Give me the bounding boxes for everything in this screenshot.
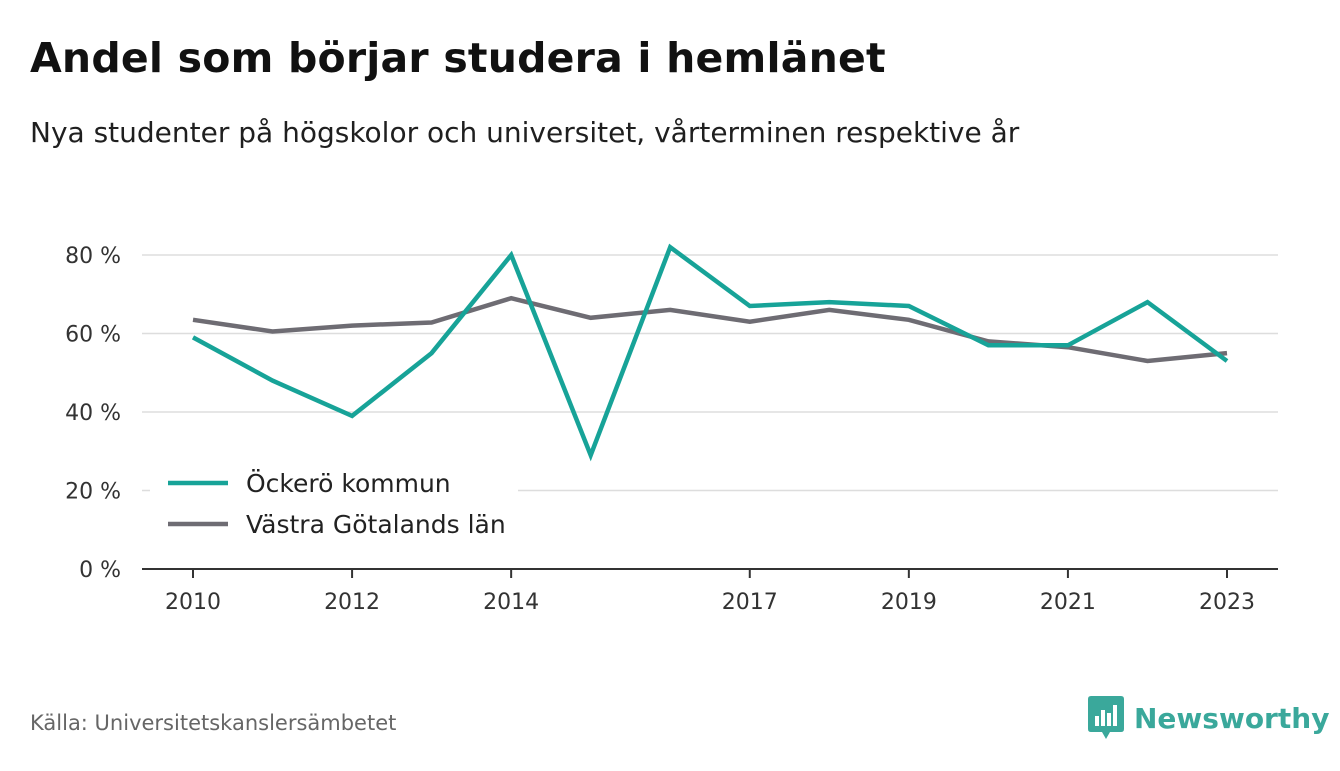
brand-logo: Newsworthy	[1088, 696, 1329, 740]
series-line-2	[192, 295, 1228, 364]
x-tick-label: 2014	[483, 590, 539, 615]
y-tick-label: 20 %	[65, 480, 121, 505]
x-tick-label: 2023	[1199, 590, 1255, 615]
legend: Öckerö kommun Västra Götalands län	[150, 462, 518, 554]
chart-title: Andel som börjar studera i hemlänet	[30, 34, 886, 82]
series-lines	[191, 243, 1229, 462]
x-tick-label: 2017	[722, 590, 778, 615]
x-tick-label: 2021	[1040, 590, 1096, 615]
x-tick-label: 2010	[165, 590, 221, 615]
legend-background	[150, 462, 518, 554]
chart-subtitle: Nya studenter på högskolor och universit…	[30, 116, 1020, 149]
legend-label: Västra Götalands län	[246, 510, 506, 539]
y-tick-label: 80 %	[65, 244, 121, 269]
x-tick-label: 2019	[881, 590, 937, 615]
y-tick-label: 40 %	[65, 401, 121, 426]
y-tick-label: 0 %	[79, 558, 121, 583]
y-axis-labels: 0 % 20 % 40 % 60 % 80 %	[65, 244, 121, 583]
gridlines	[142, 254, 1278, 492]
bar-chart-icon	[1088, 696, 1124, 739]
brand-name: Newsworthy	[1134, 701, 1330, 735]
y-tick-label: 60 %	[65, 323, 121, 348]
x-tick-label: 2012	[324, 590, 380, 615]
legend-label: Öckerö kommun	[246, 469, 451, 498]
x-axis: 2010 2012 2014 2017 2019 2021 2023	[142, 568, 1278, 615]
source-note: Källa: Universitetskanslersämbetet	[30, 711, 397, 735]
series-line-1	[191, 243, 1229, 462]
